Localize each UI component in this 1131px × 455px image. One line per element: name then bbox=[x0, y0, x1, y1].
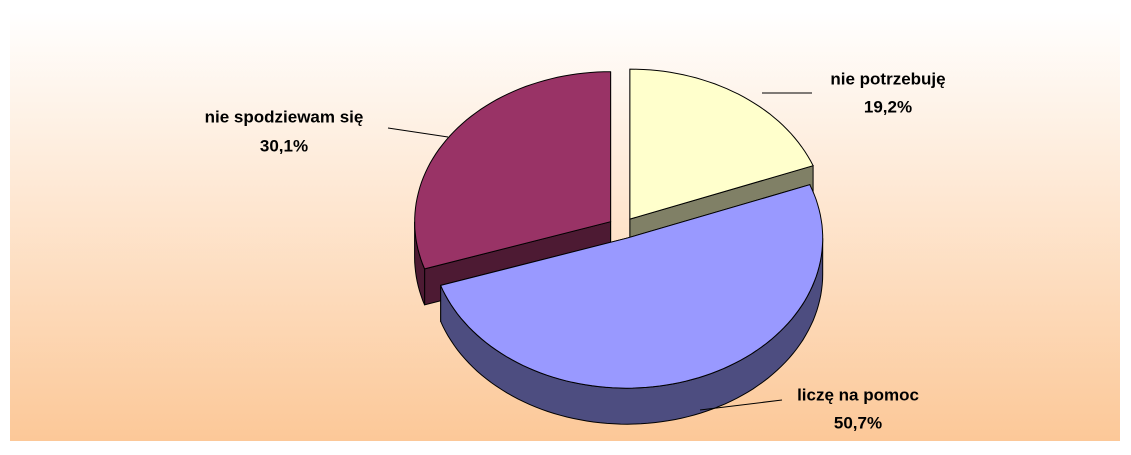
data-label: liczę na pomoc bbox=[797, 385, 919, 404]
data-label: 19,2% bbox=[864, 97, 912, 116]
data-label: nie spodziewam się bbox=[205, 107, 364, 126]
slice bbox=[440, 184, 824, 389]
leader-line bbox=[699, 399, 783, 411]
slice bbox=[414, 71, 612, 270]
data-label: 30,1% bbox=[260, 136, 308, 155]
slice bbox=[629, 68, 814, 220]
data-label: 50,7% bbox=[834, 413, 882, 432]
data-label: nie potrzebuję bbox=[830, 69, 945, 88]
leader-line bbox=[387, 127, 449, 138]
